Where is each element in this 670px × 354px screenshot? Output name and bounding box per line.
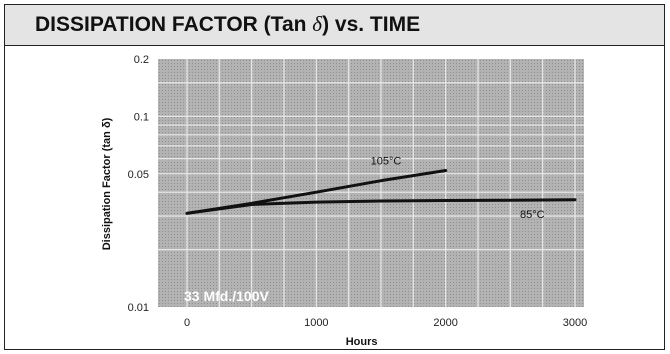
capacitor-rating-annotation: 33 Mfd./100V: [184, 288, 269, 304]
chart-header: DISSIPATION FACTOR (Tan δ) vs. TIME: [5, 5, 664, 46]
y-tick-label: 0.2: [134, 54, 149, 66]
series-label-85c: 85°C: [520, 209, 545, 221]
series-label-105c: 105°C: [371, 156, 402, 168]
x-tick-label: 2000: [433, 317, 457, 329]
y-axis-label: Dissipation Factor (tan δ): [101, 117, 113, 250]
y-tick-label: 0.05: [128, 169, 149, 181]
x-tick-label: 3000: [563, 317, 587, 329]
grid-lines: [158, 59, 584, 307]
x-axis-label: Hours: [346, 336, 378, 348]
title-suffix: ) vs. TIME: [322, 13, 421, 36]
series-group: 105°C 85°C: [185, 156, 577, 221]
title-prefix: DISSIPATION FACTOR (Tan: [35, 13, 313, 36]
x-tick-label: 0: [184, 317, 190, 329]
y-tick-label: 0.1: [134, 111, 149, 123]
chart-title: DISSIPATION FACTOR (Tan δ) vs. TIME: [35, 12, 420, 37]
tick-labels: 0 1000 2000 3000 0.01 0.05 0.1 0.2: [128, 54, 588, 329]
series-line-85c: [185, 198, 577, 215]
x-tick-label: 1000: [304, 317, 328, 329]
y-tick-label: 0.01: [128, 302, 149, 314]
title-delta-symbol: δ: [312, 12, 323, 36]
